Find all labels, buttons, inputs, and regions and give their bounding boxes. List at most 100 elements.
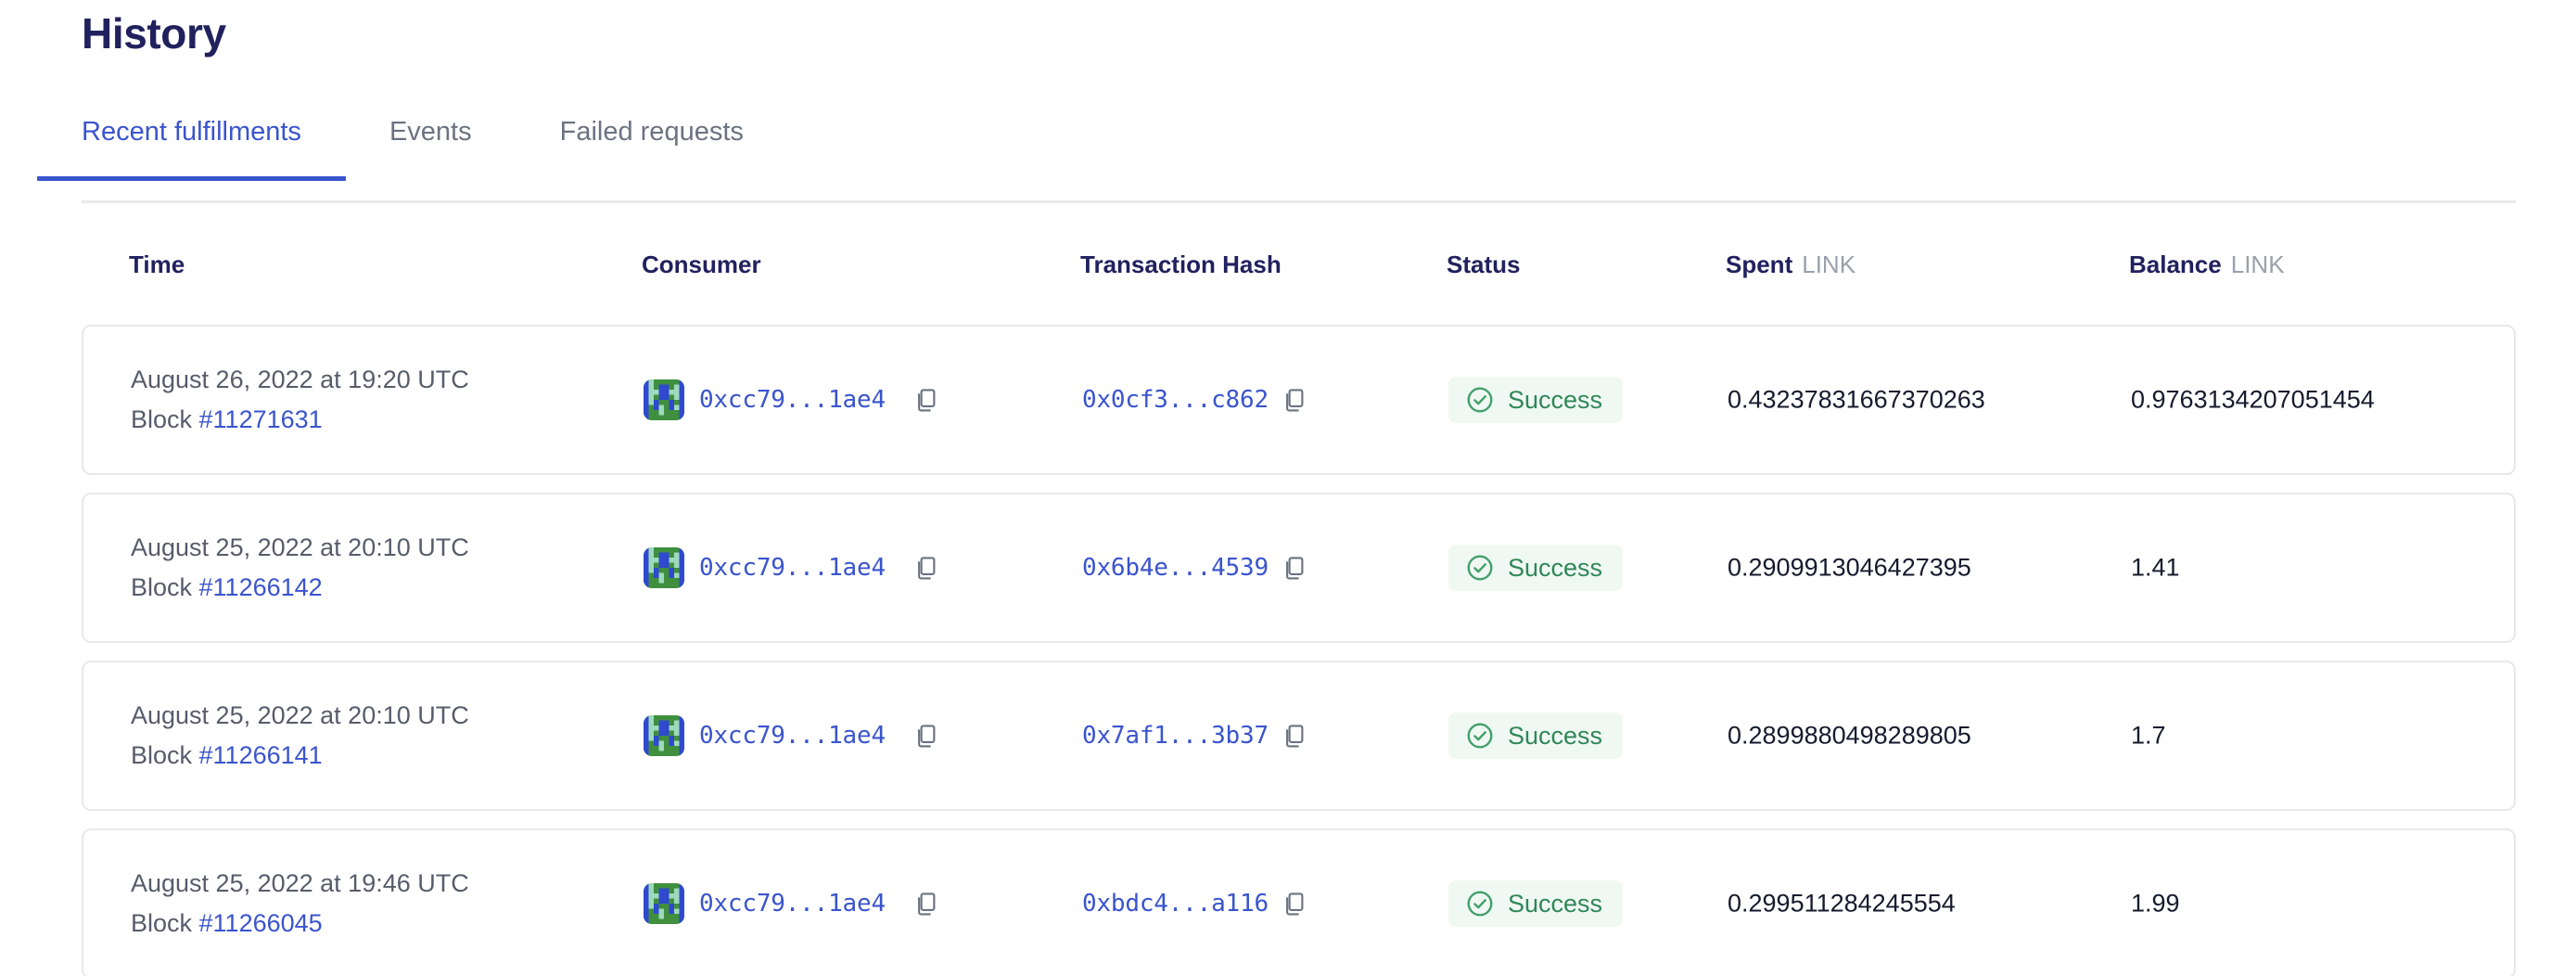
- cell-balance: 1.7: [2131, 721, 2166, 751]
- cell-spent: 0.299511284245554: [1728, 889, 1956, 919]
- check-circle-icon: [1465, 553, 1495, 583]
- cell-status: Success: [1448, 880, 1624, 927]
- column-header-balance: Balance LINK: [2129, 249, 2285, 280]
- column-header-label: Consumer: [642, 250, 761, 278]
- consumer-address-link[interactable]: 0xcc79...1ae4: [699, 554, 886, 582]
- consumer-address-link[interactable]: 0xcc79...1ae4: [699, 386, 886, 414]
- cell-time: August 25, 2022 at 19:46 UTC Block #1126…: [131, 868, 469, 939]
- row-block: Block #11271631: [131, 405, 323, 435]
- status-badge: Success: [1448, 713, 1624, 759]
- column-header-spent: Spent LINK: [1726, 249, 1855, 280]
- transaction-hash-link[interactable]: 0x0cf3...c862: [1082, 386, 1269, 414]
- column-header-unit: LINK: [2230, 250, 2285, 278]
- block-label: Block: [131, 909, 199, 937]
- cell-consumer: 0xcc79...1ae4: [644, 547, 939, 588]
- block-number-link[interactable]: #11266141: [198, 741, 323, 769]
- table-header-row: Time Consumer Transaction Hash Status Sp…: [82, 249, 2516, 289]
- row-timestamp: August 26, 2022 at 19:20 UTC: [131, 366, 469, 393]
- spent-value: 0.43237831667370263: [1728, 385, 1985, 414]
- copy-icon[interactable]: [912, 386, 939, 414]
- spent-value: 0.299511284245554: [1728, 889, 1956, 918]
- copy-icon[interactable]: [912, 554, 939, 582]
- page-title: History: [82, 9, 226, 58]
- row-timestamp: August 25, 2022 at 19:46 UTC: [131, 869, 469, 897]
- cell-spent: 0.2909913046427395: [1728, 553, 1971, 584]
- identicon-avatar: [644, 883, 684, 924]
- spent-value: 0.2909913046427395: [1728, 553, 1971, 582]
- balance-value: 1.41: [2131, 553, 2180, 582]
- column-header-transaction-hash: Transaction Hash: [1080, 249, 1282, 280]
- row-block: Block #11266141: [131, 740, 323, 771]
- balance-value: 1.99: [2131, 889, 2180, 918]
- status-badge: Success: [1448, 545, 1624, 591]
- identicon-avatar: [644, 547, 684, 588]
- transaction-hash-link[interactable]: 0x6b4e...4539: [1082, 554, 1269, 582]
- cell-spent: 0.43237831667370263: [1728, 385, 1985, 416]
- cell-balance: 1.99: [2131, 889, 2180, 919]
- cell-transaction-hash: 0x7af1...3b37: [1082, 721, 1307, 751]
- status-label: Success: [1508, 722, 1603, 750]
- column-header-label: Balance: [2129, 250, 2222, 278]
- tab-failed-requests[interactable]: Failed requests: [560, 116, 744, 181]
- copy-icon[interactable]: [912, 722, 939, 750]
- table-row[interactable]: August 25, 2022 at 20:10 UTC Block #1126…: [82, 493, 2516, 643]
- table-row[interactable]: August 25, 2022 at 20:10 UTC Block #1126…: [82, 661, 2516, 811]
- status-badge: Success: [1448, 377, 1624, 423]
- column-header-label: Transaction Hash: [1080, 250, 1282, 278]
- block-label: Block: [131, 573, 199, 601]
- balance-value: 1.7: [2131, 721, 2166, 750]
- cell-time: August 25, 2022 at 20:10 UTC Block #1126…: [131, 533, 469, 603]
- copy-icon[interactable]: [1280, 722, 1307, 750]
- cell-spent: 0.2899880498289805: [1728, 721, 1971, 751]
- fulfillments-list: August 26, 2022 at 19:20 UTC Block #1127…: [82, 325, 2516, 976]
- check-circle-icon: [1465, 721, 1495, 751]
- cell-time: August 25, 2022 at 20:10 UTC Block #1126…: [131, 700, 469, 771]
- tab-recent-fulfillments[interactable]: Recent fulfillments: [37, 116, 346, 181]
- check-circle-icon: [1465, 889, 1495, 918]
- block-number-link[interactable]: #11266142: [198, 573, 323, 601]
- cell-consumer: 0xcc79...1ae4: [644, 715, 939, 756]
- block-number-link[interactable]: #11266045: [198, 909, 323, 937]
- consumer-address-link[interactable]: 0xcc79...1ae4: [699, 722, 886, 750]
- cell-balance: 0.9763134207051454: [2131, 385, 2375, 416]
- column-header-consumer: Consumer: [642, 249, 761, 280]
- cell-time: August 26, 2022 at 19:20 UTC Block #1127…: [131, 365, 469, 435]
- row-timestamp: August 25, 2022 at 20:10 UTC: [131, 533, 469, 561]
- table-row[interactable]: August 25, 2022 at 19:46 UTC Block #1126…: [82, 828, 2516, 976]
- copy-icon[interactable]: [1280, 554, 1307, 582]
- transaction-hash-link[interactable]: 0x7af1...3b37: [1082, 722, 1269, 750]
- cell-transaction-hash: 0x0cf3...c862: [1082, 385, 1307, 415]
- check-circle-icon: [1465, 385, 1495, 415]
- status-badge: Success: [1448, 880, 1624, 927]
- row-block: Block #11266045: [131, 908, 323, 939]
- column-header-unit: LINK: [1802, 250, 1856, 278]
- status-label: Success: [1508, 386, 1603, 414]
- column-header-label: Status: [1447, 250, 1521, 278]
- cell-status: Success: [1448, 377, 1624, 423]
- tab-label: Events: [389, 117, 472, 147]
- column-header-status: Status: [1447, 249, 1520, 280]
- transaction-hash-link[interactable]: 0xbdc4...a116: [1082, 890, 1269, 918]
- spent-value: 0.2899880498289805: [1728, 721, 1971, 750]
- copy-icon[interactable]: [912, 890, 939, 918]
- consumer-address-link[interactable]: 0xcc79...1ae4: [699, 890, 886, 918]
- row-block: Block #11266142: [131, 572, 323, 603]
- table-row[interactable]: August 26, 2022 at 19:20 UTC Block #1127…: [82, 325, 2516, 475]
- identicon-avatar: [644, 379, 684, 420]
- column-header-label: Time: [129, 250, 185, 278]
- column-header-label: Spent: [1726, 250, 1793, 278]
- cell-status: Success: [1448, 545, 1624, 591]
- block-label: Block: [131, 741, 199, 769]
- copy-icon[interactable]: [1280, 890, 1307, 918]
- tab-events[interactable]: Events: [389, 116, 472, 181]
- status-label: Success: [1508, 890, 1603, 918]
- cell-transaction-hash: 0x6b4e...4539: [1082, 553, 1307, 583]
- cell-status: Success: [1448, 713, 1624, 759]
- identicon-avatar: [644, 715, 684, 756]
- block-number-link[interactable]: #11271631: [198, 405, 323, 433]
- balance-value: 0.9763134207051454: [2131, 385, 2375, 414]
- cell-consumer: 0xcc79...1ae4: [644, 883, 939, 924]
- row-timestamp: August 25, 2022 at 20:10 UTC: [131, 701, 469, 729]
- copy-icon[interactable]: [1280, 386, 1307, 414]
